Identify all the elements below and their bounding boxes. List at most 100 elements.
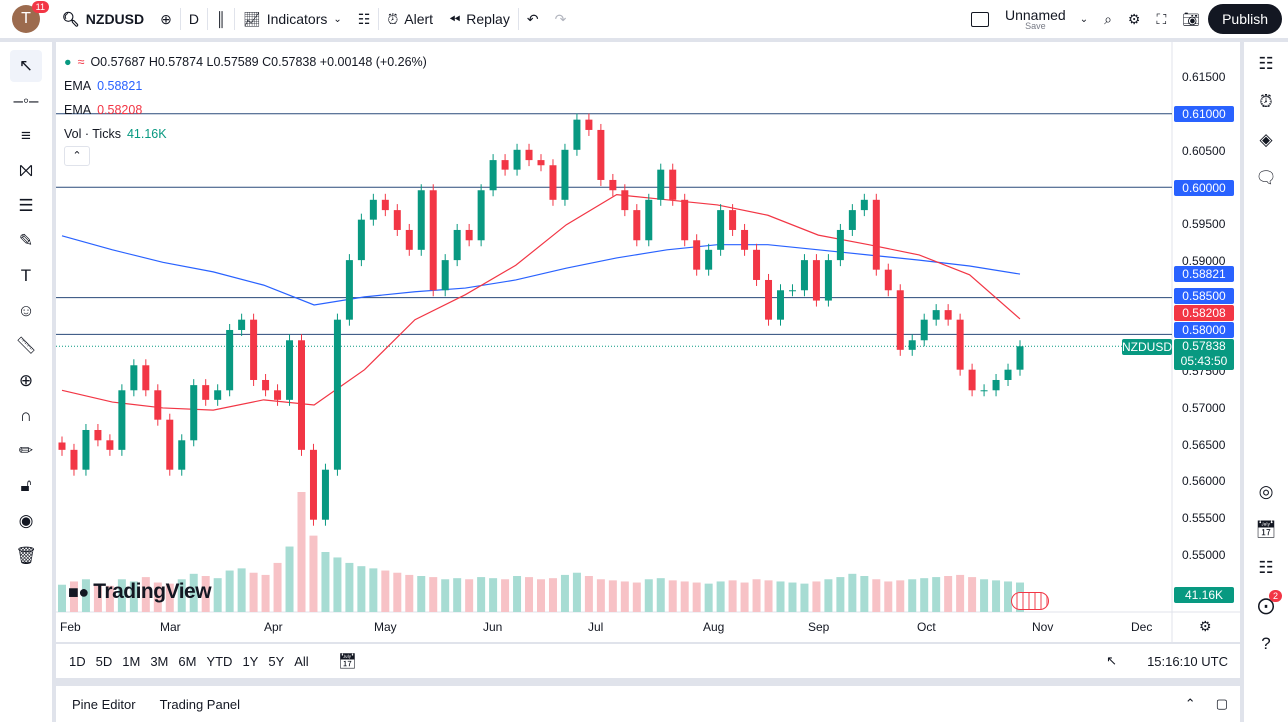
undo-icon: ↶: [526, 10, 539, 27]
alerts-button[interactable]: ⏰︎: [1250, 86, 1282, 118]
delete-tool[interactable]: 🗑︎: [10, 540, 42, 572]
timeframe-1m[interactable]: 1M: [122, 653, 141, 669]
month-label: May: [374, 620, 397, 634]
chart-type-button[interactable]: ║: [208, 4, 234, 34]
lock-tool[interactable]: 🔓︎: [10, 470, 42, 502]
pattern-tool[interactable]: ⨝: [10, 155, 42, 187]
pattern-icon: ⨝: [19, 161, 33, 180]
alert-button[interactable]: ⏰︎ Alert: [387, 10, 434, 28]
trend-line-tool[interactable]: ‒◦‒: [10, 85, 42, 117]
tab-pine-editor[interactable]: Pine Editor: [72, 696, 136, 712]
candle-body: [561, 149, 569, 200]
templates-button[interactable]: ☷: [350, 4, 379, 34]
volume-bar: [297, 492, 306, 612]
volume-bar: [381, 570, 390, 612]
candle-body: [944, 310, 952, 320]
events-flag-icon[interactable]: [1011, 592, 1049, 610]
magnet-tool[interactable]: ∩: [10, 400, 42, 432]
hide-tool[interactable]: ◉: [10, 505, 42, 537]
target-button[interactable]: ◎: [1250, 476, 1282, 508]
settings-button[interactable]: ⚙: [1120, 4, 1149, 34]
candle-body: [202, 385, 210, 400]
tab-trading-panel[interactable]: Trading Panel: [159, 696, 241, 712]
layers-button[interactable]: ◈: [1250, 124, 1282, 156]
stay-drawing-tool[interactable]: ✏: [10, 435, 42, 467]
maximize-panel-icon[interactable]: ▢: [1215, 696, 1228, 711]
calendar-button[interactable]: 📅︎: [1250, 514, 1282, 546]
replay-button[interactable]: ⏪︎ Replay: [449, 10, 510, 28]
publish-button[interactable]: Publish: [1208, 4, 1282, 34]
timeframe-6m[interactable]: 6M: [178, 653, 197, 669]
undo-button[interactable]: ↶: [519, 4, 547, 34]
ema50-price-label: 0.58208: [1174, 305, 1234, 321]
text-icon: T: [20, 266, 32, 285]
text-tool[interactable]: T: [10, 260, 42, 292]
timeframe-ytd[interactable]: YTD: [206, 653, 233, 669]
forecast-tool[interactable]: ☰: [10, 190, 42, 222]
price-tick: 0.56500: [1182, 437, 1226, 452]
volume-bar: [692, 582, 701, 612]
price-tick: 0.61500: [1182, 70, 1226, 84]
price-tick: 0.55500: [1182, 511, 1226, 526]
utc-clock[interactable]: 15:16:10 UTC: [1147, 653, 1228, 669]
candle-body: [238, 319, 246, 330]
volume-bar: [285, 546, 294, 612]
fullscreen-button[interactable]: ⛶: [1148, 4, 1174, 34]
time-axis-settings-icon[interactable]: ⚙: [1199, 618, 1212, 634]
chart-pane[interactable]: ● ≈ O0.57687 H0.57874 L0.57589 C0.57838 +0…: [56, 42, 1240, 642]
collapse-panel-icon[interactable]: ⌃: [1184, 696, 1196, 711]
brush-tool[interactable]: ✎: [10, 225, 42, 257]
layout-button[interactable]: Unnamed Save ⌄: [963, 4, 1096, 34]
timeframe-all[interactable]: All: [294, 653, 309, 669]
collapse-legend-button[interactable]: ⌃: [64, 146, 90, 166]
interval-button[interactable]: D: [188, 11, 199, 27]
approx-icon: ≈: [77, 55, 85, 69]
volume-bar: [213, 578, 222, 612]
volume-bar: [548, 578, 557, 612]
cursor-tool[interactable]: ↖: [10, 50, 42, 82]
signals-button[interactable]: ⨀ 2: [1250, 590, 1282, 622]
ema200-price-label: 0.58821: [1174, 266, 1234, 282]
apps-button[interactable]: ☷: [1250, 552, 1282, 584]
cursor-pointer-icon: ↖: [1106, 653, 1118, 668]
measure-tool[interactable]: 📏︎: [10, 330, 42, 362]
zoom-tool[interactable]: ⊕: [10, 365, 42, 397]
candle-body: [800, 260, 808, 291]
timeframe-3m[interactable]: 3M: [150, 653, 169, 669]
quick-search-button[interactable]: ⌕: [1096, 4, 1120, 34]
timeframe-5d[interactable]: 5D: [95, 653, 113, 669]
candle-body: [333, 319, 341, 470]
emoji-tool[interactable]: ☺: [10, 295, 42, 327]
snapshot-button[interactable]: 📷︎: [1174, 4, 1208, 34]
candle-body: [609, 179, 617, 191]
indicators-button[interactable]: 📈︎ Indicators ⌄: [242, 10, 342, 28]
fib-tool[interactable]: ≡: [10, 120, 42, 152]
candle-body: [321, 469, 329, 520]
timeframe-1d[interactable]: 1D: [69, 653, 86, 669]
timeframe-1y[interactable]: 1Y: [242, 653, 259, 669]
watchlist-button[interactable]: ☷: [1250, 48, 1282, 80]
date-range-icon[interactable]: 📅︎: [337, 653, 357, 670]
volume-bar: [165, 583, 174, 612]
price-tick: 0.55000: [1182, 548, 1226, 562]
candle-body: [82, 429, 90, 470]
avatar[interactable]: T 11: [12, 1, 49, 33]
candle-body: [705, 249, 713, 270]
drawing-toolbar: ↖ ‒◦‒ ≡ ⨝ ☰ ✎ T ☺ 📏︎ ⊕ ∩ ✏ 🔓︎ ◉ 🗑︎: [0, 42, 52, 722]
month-label: Dec: [1131, 620, 1153, 634]
price-chart[interactable]: [56, 42, 1240, 642]
symbol-search[interactable]: 🔍︎ NZDUSD: [62, 10, 145, 28]
redo-icon: ↷: [554, 10, 567, 27]
redo-button[interactable]: ↷: [547, 4, 575, 34]
timeframe-5y[interactable]: 5Y: [268, 653, 285, 669]
help-button[interactable]: ?: [1250, 628, 1282, 660]
candle-body: [597, 129, 605, 180]
candle-body: [405, 229, 413, 250]
price-tick: 0.60500: [1182, 143, 1226, 158]
magnet-icon: ∩: [19, 406, 33, 425]
candle-body: [537, 160, 545, 166]
compare-button[interactable]: ⊕: [152, 4, 180, 34]
layout-icon: [970, 11, 989, 27]
chat-button[interactable]: 🗨︎: [1250, 162, 1282, 194]
month-label: Feb: [60, 620, 81, 634]
